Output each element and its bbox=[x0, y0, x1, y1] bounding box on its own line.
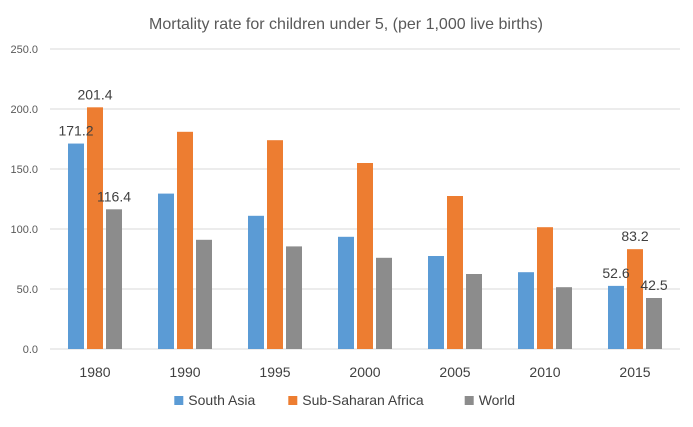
bar bbox=[196, 239, 212, 349]
x-tick-label: 1995 bbox=[259, 364, 290, 380]
legend-label: World bbox=[479, 392, 515, 408]
bar bbox=[627, 249, 643, 349]
x-tick-label: 2010 bbox=[529, 364, 560, 380]
bars bbox=[68, 107, 662, 349]
bar bbox=[267, 140, 283, 349]
bar bbox=[286, 246, 302, 349]
bar bbox=[428, 256, 444, 349]
bar bbox=[466, 274, 482, 349]
legend-swatch bbox=[174, 396, 184, 405]
y-tick-label: 0.0 bbox=[23, 344, 38, 356]
x-axis: 1980 1990 1995 2000 2005 2010 2015 bbox=[79, 364, 650, 380]
data-label: 201.4 bbox=[77, 86, 112, 102]
bar bbox=[87, 107, 103, 349]
y-tick-label: 50.0 bbox=[17, 284, 38, 296]
data-label: 83.2 bbox=[621, 228, 648, 244]
data-label: 116.4 bbox=[97, 188, 131, 204]
x-tick-label: 1990 bbox=[169, 364, 200, 380]
data-label: 52.6 bbox=[602, 265, 629, 281]
bar bbox=[447, 196, 463, 349]
bar bbox=[646, 298, 662, 349]
legend-swatch bbox=[288, 396, 298, 405]
bar bbox=[357, 163, 373, 349]
legend: South Asia Sub-Saharan Africa World bbox=[174, 392, 515, 408]
data-label: 42.5 bbox=[640, 277, 667, 293]
bar bbox=[556, 287, 572, 349]
legend-label: South Asia bbox=[188, 392, 255, 408]
y-axis: 0.0 50.0 100.0 150.0 200.0 250.0 bbox=[10, 44, 38, 356]
legend-label: Sub-Saharan Africa bbox=[302, 392, 424, 408]
data-label: 171.2 bbox=[58, 123, 93, 139]
chart-title: Mortality rate for children under 5, (pe… bbox=[149, 16, 543, 33]
y-tick-label: 250.0 bbox=[10, 44, 38, 56]
bar bbox=[248, 215, 264, 349]
x-tick-label: 1980 bbox=[79, 364, 110, 380]
x-tick-label: 2015 bbox=[619, 364, 650, 380]
x-tick-label: 2000 bbox=[349, 364, 380, 380]
data-labels: 171.2 201.4 116.4 52.6 83.2 42.5 bbox=[58, 86, 667, 293]
bar bbox=[106, 209, 122, 349]
y-tick-label: 200.0 bbox=[10, 104, 38, 116]
bar bbox=[68, 143, 84, 349]
bar bbox=[338, 236, 354, 349]
bar bbox=[376, 257, 392, 349]
bar bbox=[608, 285, 624, 349]
bar bbox=[177, 131, 193, 349]
y-tick-label: 100.0 bbox=[10, 224, 38, 236]
x-tick-label: 2005 bbox=[439, 364, 470, 380]
legend-swatch bbox=[464, 396, 474, 405]
bar bbox=[537, 227, 553, 349]
bar bbox=[158, 193, 174, 349]
bar bbox=[518, 272, 534, 349]
y-tick-label: 150.0 bbox=[10, 164, 38, 176]
